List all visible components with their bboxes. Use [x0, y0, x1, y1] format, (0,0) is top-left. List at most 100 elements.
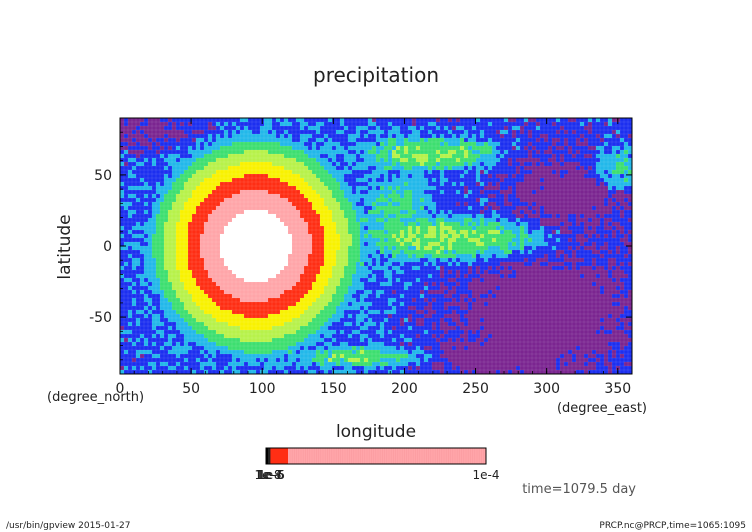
contour-cell: [236, 254, 241, 259]
contour-cell: [608, 234, 613, 239]
contour-cell: [224, 218, 229, 223]
contour-cell: [224, 162, 229, 167]
contour-cell: [360, 138, 365, 143]
contour-cell: [464, 266, 469, 271]
contour-cell: [588, 138, 593, 143]
contour-cell: [564, 142, 569, 147]
contour-cell: [204, 254, 209, 259]
contour-cell: [488, 206, 493, 211]
contour-cell: [624, 170, 629, 175]
contour-cell: [140, 194, 145, 199]
contour-cell: [460, 270, 465, 275]
contour-cell: [164, 214, 169, 219]
contour-cell: [480, 270, 485, 275]
contour-cell: [352, 218, 357, 223]
contour-cell: [168, 154, 173, 159]
contour-cell: [236, 162, 241, 167]
contour-cell: [212, 158, 217, 163]
contour-cell: [388, 122, 393, 127]
contour-cell: [460, 142, 465, 147]
contour-cell: [624, 154, 629, 159]
contour-cell: [204, 262, 209, 267]
contour-cell: [192, 154, 197, 159]
contour-cell: [540, 250, 545, 255]
contour-cell: [276, 198, 281, 203]
contour-cell: [400, 142, 405, 147]
contour-cell: [184, 138, 189, 143]
contour-cell: [220, 202, 225, 207]
contour-cell: [252, 166, 257, 171]
contour-cell: [604, 234, 609, 239]
contour-cell: [268, 242, 273, 247]
contour-cell: [376, 118, 381, 123]
contour-cell: [160, 234, 165, 239]
contour-cell: [412, 190, 417, 195]
contour-cell: [240, 122, 245, 127]
contour-cell: [484, 178, 489, 183]
contour-cell: [600, 202, 605, 207]
contour-cell: [488, 186, 493, 191]
contour-cell: [316, 134, 321, 139]
contour-cell: [608, 194, 613, 199]
contour-cell: [172, 126, 177, 131]
contour-cell: [220, 186, 225, 191]
contour-cell: [288, 118, 293, 123]
contour-cell: [252, 262, 257, 267]
contour-cell: [428, 254, 433, 259]
contour-cell: [440, 266, 445, 271]
contour-cell: [416, 250, 421, 255]
contour-cell: [188, 182, 193, 187]
contour-cell: [348, 246, 353, 251]
contour-cell: [336, 198, 341, 203]
contour-cell: [532, 254, 537, 259]
contour-cell: [252, 170, 257, 175]
contour-cell: [172, 198, 177, 203]
contour-cell: [400, 174, 405, 179]
contour-cell: [204, 126, 209, 131]
contour-cell: [128, 138, 133, 143]
contour-cell: [620, 162, 625, 167]
contour-cell: [256, 198, 261, 203]
contour-cell: [204, 266, 209, 271]
contour-cell: [264, 142, 269, 147]
contour-cell: [160, 242, 165, 247]
contour-cell: [500, 230, 505, 235]
contour-cell: [172, 258, 177, 263]
contour-cell: [400, 146, 405, 151]
contour-cell: [252, 258, 257, 263]
contour-cell: [320, 118, 325, 123]
contour-cell: [344, 198, 349, 203]
contour-cell: [624, 146, 629, 151]
contour-cell: [532, 242, 537, 247]
contour-cell: [200, 142, 205, 147]
contour-cell: [568, 238, 573, 243]
contour-cell: [356, 194, 361, 199]
contour-cell: [544, 206, 549, 211]
contour-cell: [424, 186, 429, 191]
contour-cell: [520, 210, 525, 215]
contour-cell: [448, 174, 453, 179]
contour-cell: [616, 174, 621, 179]
contour-cell: [564, 266, 569, 271]
contour-cell: [548, 150, 553, 155]
contour-cell: [236, 154, 241, 159]
contour-cell: [316, 158, 321, 163]
contour-cell: [248, 138, 253, 143]
contour-cell: [356, 174, 361, 179]
contour-cell: [156, 122, 161, 127]
contour-cell: [144, 238, 149, 243]
contour-cell: [464, 222, 469, 227]
contour-cell: [400, 130, 405, 135]
contour-cell: [404, 126, 409, 131]
contour-cell: [332, 138, 337, 143]
contour-cell: [520, 194, 525, 199]
contour-cell: [368, 206, 373, 211]
contour-cell: [468, 142, 473, 147]
contour-cell: [576, 126, 581, 131]
contour-cell: [356, 222, 361, 227]
contour-cell: [552, 214, 557, 219]
contour-cell: [480, 154, 485, 159]
contour-cell: [248, 154, 253, 159]
contour-cell: [456, 130, 461, 135]
contour-cell: [344, 218, 349, 223]
